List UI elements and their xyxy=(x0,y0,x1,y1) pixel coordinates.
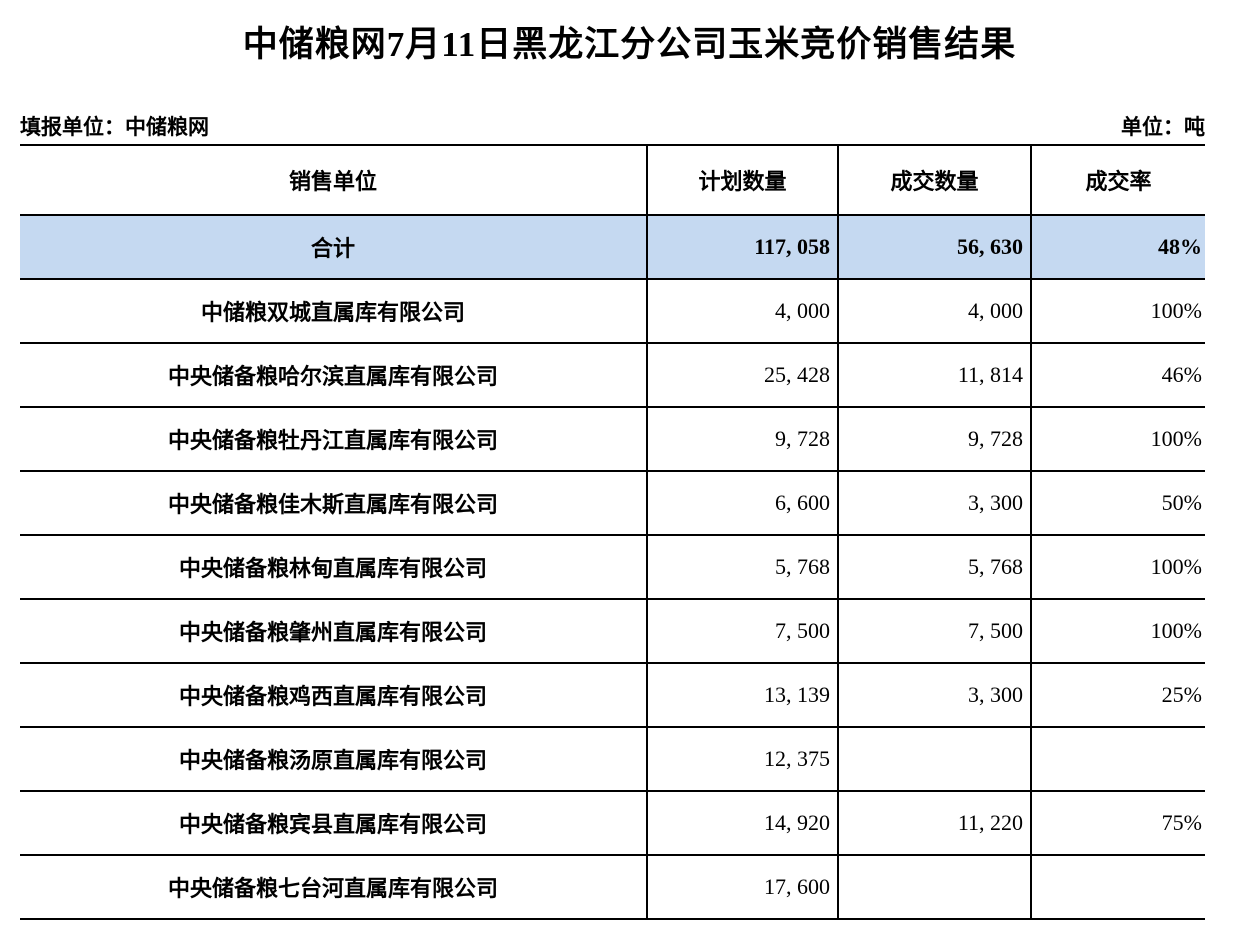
table-row: 中储粮双城直属库有限公司 4, 000 4, 000 100% xyxy=(20,279,1205,344)
traded-qty-cell: 11, 814 xyxy=(838,343,1032,408)
header-row: 销售单位 计划数量 成交数量 成交率 xyxy=(20,145,1205,216)
company-name-cell: 中央储备粮汤原直属库有限公司 xyxy=(20,727,648,792)
table-row: 中央储备粮鸡西直属库有限公司 13, 139 3, 300 25% xyxy=(20,663,1205,728)
rate-cell: 100% xyxy=(1031,599,1205,664)
table-row: 中央储备粮肇州直属库有限公司 7, 500 7, 500 100% xyxy=(20,599,1205,664)
traded-qty-cell: 4, 000 xyxy=(838,279,1032,344)
column-header-trade-rate: 成交率 xyxy=(1031,145,1205,216)
planned-qty-cell: 9, 728 xyxy=(647,407,839,472)
total-row: 合计 117, 058 56, 630 48% xyxy=(20,215,1205,280)
planned-qty-cell: 4, 000 xyxy=(647,279,839,344)
company-name-cell: 中储粮双城直属库有限公司 xyxy=(20,279,648,344)
traded-qty-cell: 9, 728 xyxy=(838,407,1032,472)
total-row-name: 合计 xyxy=(20,215,648,280)
rate-cell: 100% xyxy=(1031,535,1205,600)
column-header-traded-qty: 成交数量 xyxy=(838,145,1032,216)
total-rate-cell: 48% xyxy=(1031,215,1205,280)
traded-qty-cell: 11, 220 xyxy=(838,791,1032,856)
traded-qty-cell: 7, 500 xyxy=(838,599,1032,664)
planned-qty-cell: 14, 920 xyxy=(647,791,839,856)
planned-qty-cell: 25, 428 xyxy=(647,343,839,408)
traded-qty-cell: 3, 300 xyxy=(838,663,1032,728)
rate-cell xyxy=(1031,855,1205,920)
traded-qty-cell: 5, 768 xyxy=(838,535,1032,600)
traded-qty-cell xyxy=(838,855,1032,920)
unit-label: 单位：吨 xyxy=(1121,115,1205,139)
total-traded-qty-cell: 56, 630 xyxy=(838,215,1032,280)
table-row: 中央储备粮林甸直属库有限公司 5, 768 5, 768 100% xyxy=(20,535,1205,600)
rate-cell: 46% xyxy=(1031,343,1205,408)
column-header-seller: 销售单位 xyxy=(20,145,648,216)
traded-qty-cell xyxy=(838,727,1032,792)
table-row: 中央储备粮佳木斯直属库有限公司 6, 600 3, 300 50% xyxy=(20,471,1205,536)
rate-cell: 50% xyxy=(1031,471,1205,536)
table-row: 中央储备粮牡丹江直属库有限公司 9, 728 9, 728 100% xyxy=(20,407,1205,472)
company-name-cell: 中央储备粮宾县直属库有限公司 xyxy=(20,791,648,856)
company-name-cell: 中央储备粮哈尔滨直属库有限公司 xyxy=(20,343,648,408)
table-row: 中央储备粮汤原直属库有限公司 12, 375 xyxy=(20,727,1205,792)
total-planned-qty-cell: 117, 058 xyxy=(647,215,839,280)
report-page: 中储粮网7月11日黑龙江分公司玉米竞价销售结果 填报单位：中储粮网 单位：吨 销… xyxy=(0,16,1259,938)
page-title: 中储粮网7月11日黑龙江分公司玉米竞价销售结果 xyxy=(242,25,1017,64)
table-row: 中央储备粮七台河直属库有限公司 17, 600 xyxy=(20,855,1205,920)
company-name-cell: 中央储备粮牡丹江直属库有限公司 xyxy=(20,407,648,472)
rate-cell: 75% xyxy=(1031,791,1205,856)
company-name-cell: 中央储备粮肇州直属库有限公司 xyxy=(20,599,648,664)
planned-qty-cell: 13, 139 xyxy=(647,663,839,728)
company-name-cell: 中央储备粮鸡西直属库有限公司 xyxy=(20,663,648,728)
report-unit-label: 填报单位：中储粮网 xyxy=(20,115,209,139)
company-name-cell: 中央储备粮林甸直属库有限公司 xyxy=(20,535,648,600)
planned-qty-cell: 6, 600 xyxy=(647,471,839,536)
rate-cell: 25% xyxy=(1031,663,1205,728)
rate-cell xyxy=(1031,727,1205,792)
column-header-planned-qty: 计划数量 xyxy=(647,145,839,216)
sales-result-table: 销售单位 计划数量 成交数量 成交率 合计 117, 058 56, 630 4… xyxy=(20,144,1205,920)
company-name-cell: 中央储备粮佳木斯直属库有限公司 xyxy=(20,471,648,536)
meta-row: 填报单位：中储粮网 单位：吨 xyxy=(20,111,1205,144)
planned-qty-cell: 12, 375 xyxy=(647,727,839,792)
traded-qty-cell: 3, 300 xyxy=(838,471,1032,536)
table-row: 中央储备粮哈尔滨直属库有限公司 25, 428 11, 814 46% xyxy=(20,343,1205,408)
table-row: 中央储备粮宾县直属库有限公司 14, 920 11, 220 75% xyxy=(20,791,1205,856)
rate-cell: 100% xyxy=(1031,407,1205,472)
planned-qty-cell: 7, 500 xyxy=(647,599,839,664)
planned-qty-cell: 5, 768 xyxy=(647,535,839,600)
company-name-cell: 中央储备粮七台河直属库有限公司 xyxy=(20,855,648,920)
rate-cell: 100% xyxy=(1031,279,1205,344)
planned-qty-cell: 17, 600 xyxy=(647,855,839,920)
